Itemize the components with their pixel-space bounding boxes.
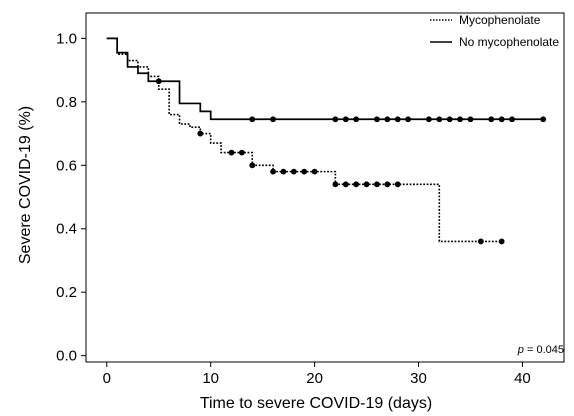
censor-mark-no-mycophenolate <box>436 116 443 123</box>
censor-mark-no-mycophenolate <box>353 116 360 123</box>
censor-mark-no-mycophenolate <box>446 116 453 123</box>
y-tick-label: 1.0 <box>56 30 77 47</box>
censor-mark-mycophenolate <box>197 130 204 137</box>
p-value-text: = 0.045 <box>524 344 564 356</box>
censor-mark-mycophenolate <box>384 181 391 188</box>
censor-mark-mycophenolate <box>353 181 360 188</box>
y-tick-label: 0.0 <box>56 348 77 365</box>
x-tick-label: 40 <box>514 370 531 387</box>
censor-mark-mycophenolate <box>301 168 308 175</box>
censor-mark-no-mycophenolate <box>374 116 380 123</box>
plot-area <box>85 12 565 363</box>
p-value-annotation: p = 0.045 <box>517 344 564 356</box>
censor-mark-mycophenolate <box>311 168 318 175</box>
x-tick-label: 30 <box>410 370 427 387</box>
y-tick-label: 0.4 <box>56 221 77 238</box>
censor-mark-mycophenolate <box>363 181 370 188</box>
censor-mark-no-mycophenolate <box>332 116 339 123</box>
censor-mark-no-mycophenolate <box>155 78 162 85</box>
censor-mark-mycophenolate <box>238 149 245 156</box>
x-tick-label: 10 <box>202 370 219 387</box>
legend: Mycophenolate No mycophenolate <box>430 13 559 49</box>
censor-mark-mycophenolate <box>270 168 276 175</box>
censor-mark-no-mycophenolate <box>498 116 505 123</box>
censor-mark-no-mycophenolate <box>342 116 349 123</box>
censor-mark-no-mycophenolate <box>540 116 547 123</box>
censor-mark-mycophenolate <box>477 238 484 245</box>
legend-label-no-mycophenolate: No mycophenolate <box>459 35 559 49</box>
censor-mark-mycophenolate <box>332 181 339 188</box>
p-value-symbol: p <box>517 344 524 356</box>
censor-mark-mycophenolate <box>280 168 287 175</box>
censor-mark-no-mycophenolate <box>405 116 412 123</box>
legend-label-mycophenolate: Mycophenolate <box>459 13 541 27</box>
censor-mark-mycophenolate <box>498 238 505 245</box>
censor-mark-no-mycophenolate <box>249 116 256 123</box>
censor-mark-no-mycophenolate <box>394 116 401 123</box>
x-axis: 0 10 20 30 40 <box>103 362 531 387</box>
censor-mark-mycophenolate <box>290 168 297 175</box>
y-tick-label: 0.8 <box>56 94 77 111</box>
censor-mark-no-mycophenolate <box>509 116 515 123</box>
censor-mark-mycophenolate <box>228 149 235 156</box>
censor-mark-no-mycophenolate <box>457 116 463 123</box>
plot-frame <box>85 12 565 363</box>
series-line-no-mycophenolate <box>106 37 544 121</box>
x-tick-label: 20 <box>306 370 323 387</box>
censor-mark-mycophenolate <box>342 181 349 188</box>
x-axis-title: Time to severe COVID-19 (days) <box>200 395 432 412</box>
censor-mark-mycophenolate <box>249 162 256 169</box>
censor-mark-mycophenolate <box>394 181 401 188</box>
censor-mark-no-mycophenolate <box>270 116 276 123</box>
y-tick-label: 0.2 <box>56 284 77 301</box>
censor-mark-no-mycophenolate <box>384 116 391 123</box>
series-layer <box>106 37 547 245</box>
series-line-mycophenolate <box>106 37 502 243</box>
censor-mark-no-mycophenolate <box>467 116 474 123</box>
y-axis: 0.0 0.2 0.4 0.6 0.8 1.0 <box>56 30 86 365</box>
y-tick-label: 0.6 <box>56 157 77 174</box>
censor-mark-no-mycophenolate <box>488 116 495 123</box>
censor-mark-no-mycophenolate <box>426 116 432 123</box>
x-tick-label: 0 <box>103 370 111 387</box>
censor-mark-mycophenolate <box>374 181 380 188</box>
y-axis-title: Severe COVID-19 (%) <box>17 106 34 264</box>
